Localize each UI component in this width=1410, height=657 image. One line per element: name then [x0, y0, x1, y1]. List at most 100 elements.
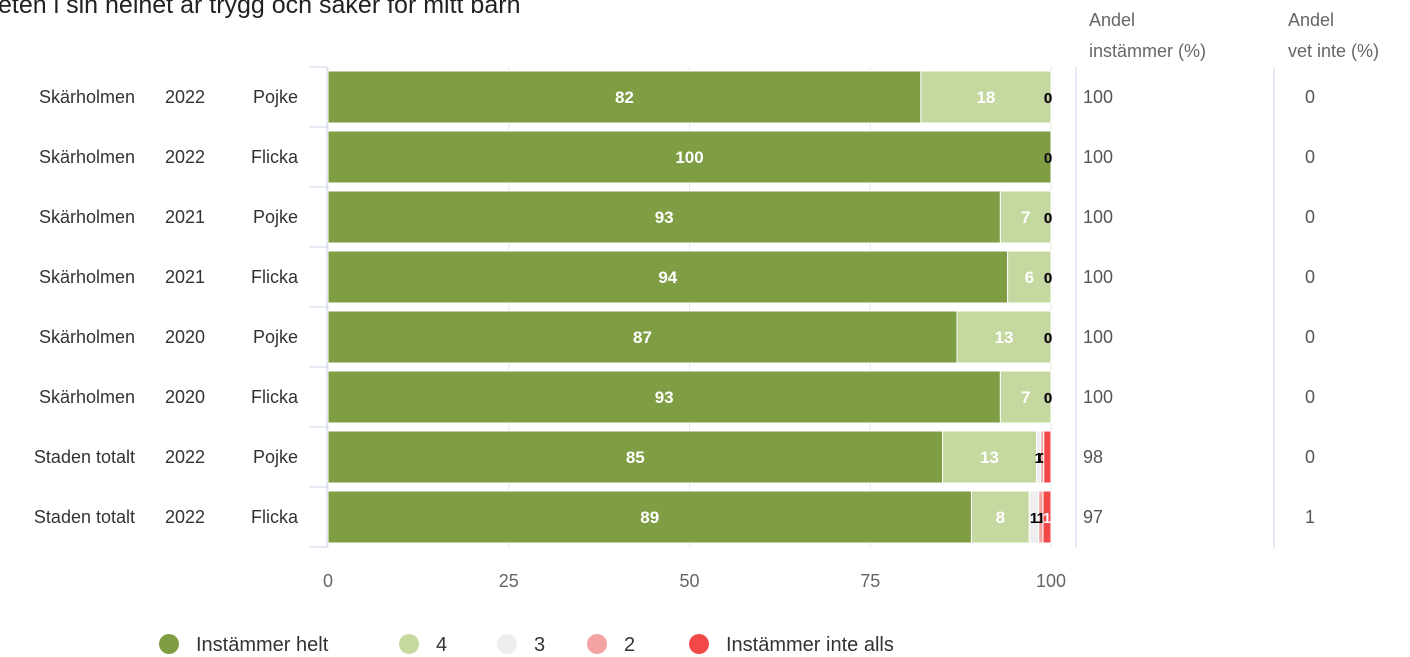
data-label: 89 [640, 508, 659, 527]
row-label-year: 2022 [165, 87, 205, 107]
row-label-gender: Flicka [251, 267, 299, 287]
bar-segment [1042, 490, 1052, 544]
row-label-area: Skärholmen [39, 87, 135, 107]
agree-share-value: 100 [1083, 87, 1113, 107]
legend-item[interactable]: 3 [497, 634, 545, 656]
data-label: 1 [1030, 510, 1038, 527]
data-label: 1 [1037, 510, 1045, 527]
bar-segment [970, 490, 1030, 544]
bar-segment [327, 310, 958, 364]
dont-know-share-value: 0 [1305, 387, 1315, 407]
agree-column-header-line1: Andel [1089, 10, 1135, 30]
bar-segment [1007, 250, 1052, 304]
data-label: 0 [1044, 150, 1052, 167]
row-label-year: 2020 [165, 327, 205, 347]
data-label: 0 [1044, 90, 1052, 107]
row-label-gender: Flicka [251, 147, 299, 167]
row-label-year: 2020 [165, 387, 205, 407]
legend-label: 3 [534, 634, 545, 656]
row-label-year: 2021 [165, 207, 205, 227]
category-axis [309, 66, 1275, 548]
row-label-year: 2022 [165, 447, 205, 467]
dont-know-column-header-line2: vet inte (%) [1288, 41, 1379, 61]
dont-know-share-value: 0 [1305, 267, 1315, 287]
legend-item[interactable]: Instämmer helt [159, 634, 329, 656]
bar-segment [1043, 430, 1052, 484]
data-label: 7 [1021, 388, 1030, 407]
bar-segment [956, 310, 1052, 364]
bar-segment [999, 190, 1052, 244]
dont-know-share-value: 1 [1305, 507, 1315, 527]
data-label: 1 [1043, 510, 1051, 527]
agree-share-value: 97 [1083, 507, 1103, 527]
data-label: 100 [675, 148, 703, 167]
legend-label: Instämmer inte alls [726, 634, 894, 656]
legend-marker [399, 634, 419, 654]
legend-item[interactable]: 4 [399, 634, 447, 656]
row-label-gender: Flicka [251, 387, 299, 407]
data-label: 0 [1038, 450, 1046, 467]
row-label-area: Staden totalt [34, 507, 135, 527]
legend-item[interactable]: 2 [587, 634, 635, 656]
row-label-area: Skärholmen [39, 147, 135, 167]
legend-label: 4 [436, 634, 447, 656]
row-label-area: Skärholmen [39, 267, 135, 287]
data-label: 8 [996, 508, 1005, 527]
data-label: 18 [976, 88, 995, 107]
legend[interactable]: Instämmer helt 4 3 2 Instämmer inte alls [159, 634, 894, 656]
bar-segment [327, 370, 1001, 424]
row-label-year: 2022 [165, 507, 205, 527]
bar-segment [327, 250, 1009, 304]
data-label: 87 [633, 328, 652, 347]
legend-item[interactable]: Instämmer inte alls [689, 634, 894, 656]
legend-marker [689, 634, 709, 654]
bar-segment [327, 490, 972, 544]
x-tick-label: 0 [323, 571, 333, 591]
data-label: 93 [655, 388, 674, 407]
bar-segment [327, 130, 1052, 184]
row-label-area: Skärholmen [39, 327, 135, 347]
data-label: 93 [655, 208, 674, 227]
dont-know-share-value: 0 [1305, 447, 1315, 467]
bar-segment [327, 70, 922, 124]
data-label: 13 [980, 448, 999, 467]
legend-label: Instämmer helt [196, 634, 329, 656]
data-label: 0 [1044, 210, 1052, 227]
agree-share-value: 100 [1083, 207, 1113, 227]
legend-marker [587, 634, 607, 654]
bar-segment [920, 70, 1052, 124]
data-label: 94 [658, 268, 677, 287]
dont-know-column-header-line1: Andel [1288, 10, 1334, 30]
data-label: 85 [626, 448, 645, 467]
agree-share-value: 100 [1083, 387, 1113, 407]
x-tick-label: 50 [679, 571, 699, 591]
data-label: 7 [1021, 208, 1030, 227]
row-label-gender: Pojke [253, 447, 298, 467]
agree-share-value: 100 [1083, 147, 1113, 167]
data-label: 1 [1035, 450, 1043, 467]
row-label-year: 2021 [165, 267, 205, 287]
row-label-gender: Flicka [251, 507, 299, 527]
dont-know-share-value: 0 [1305, 87, 1315, 107]
dont-know-share-value: 0 [1305, 327, 1315, 347]
legend-label: 2 [624, 634, 635, 656]
row-label-gender: Pojke [253, 327, 298, 347]
row-label-area: Skärholmen [39, 207, 135, 227]
agree-column-header-line2: instämmer (%) [1089, 41, 1206, 61]
row-label-gender: Pojke [253, 87, 298, 107]
x-tick-label: 75 [860, 571, 880, 591]
row-label-area: Skärholmen [39, 387, 135, 407]
x-axis-ticks: 0 25 50 75 100 [323, 571, 1066, 591]
row-label-year: 2022 [165, 147, 205, 167]
data-label: 0 [1044, 390, 1052, 407]
data-label: 13 [995, 328, 1014, 347]
row-label-area: Staden totalt [34, 447, 135, 467]
data-label: 0 [1044, 330, 1052, 347]
data-label: 82 [615, 88, 634, 107]
data-label: 0 [1044, 270, 1052, 287]
x-tick-label: 100 [1036, 571, 1066, 591]
x-tick-label: 25 [499, 571, 519, 591]
